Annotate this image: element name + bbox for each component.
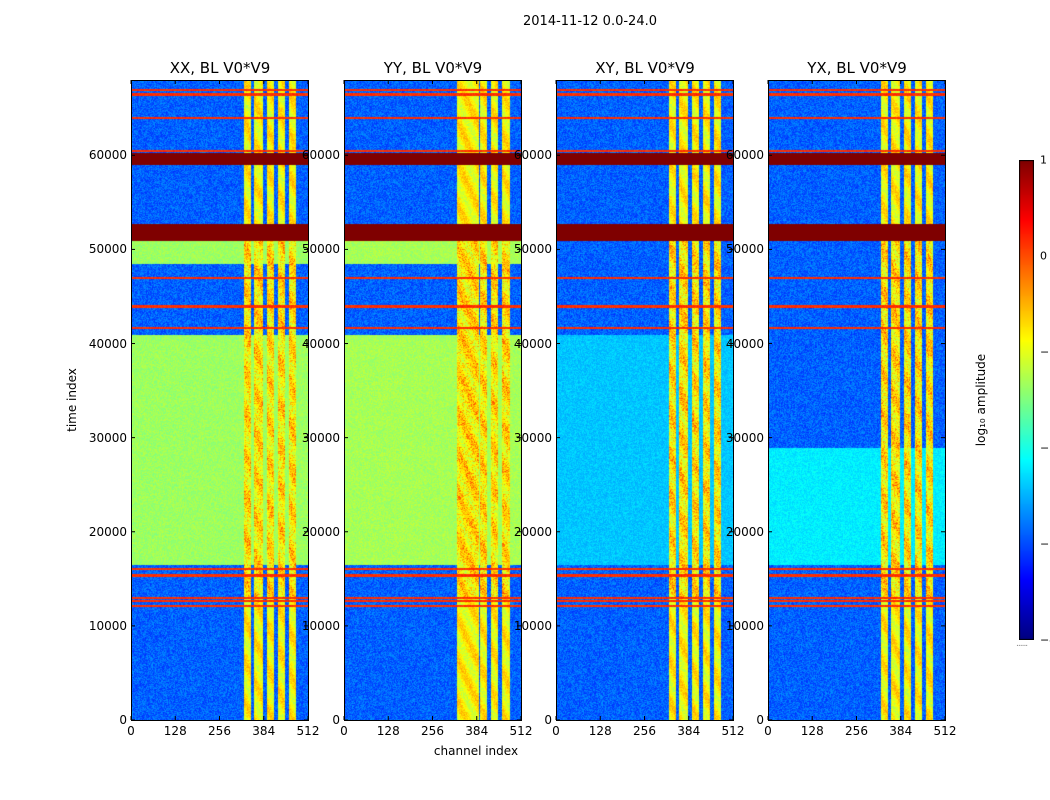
x-tick-label: 128 xyxy=(163,724,187,738)
y-tick-label: 40000 xyxy=(301,336,340,351)
y-tick-label: 10000 xyxy=(725,618,764,633)
y-tick-label: 40000 xyxy=(88,336,127,351)
colorbar-label: log₁₀ amplitude xyxy=(974,353,988,447)
y-tick-label: 20000 xyxy=(301,524,340,539)
y-tick-label: 20000 xyxy=(88,524,127,539)
y-tick-label: 20000 xyxy=(513,524,552,539)
y-tick-label: 0 xyxy=(756,713,764,727)
x-tick-label: 512 xyxy=(509,724,533,738)
y-tick-label: 10000 xyxy=(88,618,127,633)
colorbar-tick-label: 0 xyxy=(1040,249,1047,263)
x-tick-label: 512 xyxy=(721,724,745,738)
y-tick-label: 50000 xyxy=(301,242,340,257)
x-tick-label: 0 xyxy=(552,724,560,738)
colorbar-tick-label: −3 xyxy=(1040,537,1050,551)
y-tick-label: 60000 xyxy=(513,148,552,163)
x-tick-label: 0 xyxy=(340,724,348,738)
y-tick-label: 30000 xyxy=(88,430,127,445)
panel-title-yx: YX, BL V0*V9 xyxy=(807,59,907,77)
x-tick-label: 384 xyxy=(677,724,701,738)
y-tick-label: 40000 xyxy=(725,336,764,351)
panel-title-yy: YY, BL V0*V9 xyxy=(383,59,483,77)
panel-title-xx: XX, BL V0*V9 xyxy=(169,59,271,77)
y-tick-label: 40000 xyxy=(513,336,552,351)
y-tick-label: 60000 xyxy=(301,148,340,163)
y-tick-label: 30000 xyxy=(301,430,340,445)
y-tick-label: 30000 xyxy=(725,430,764,445)
panel-title-xy: XY, BL V0*V9 xyxy=(595,59,695,77)
colorbar-footnote: ...... xyxy=(1016,639,1028,649)
heatmap-yx xyxy=(768,80,945,720)
y-tick-label: 0 xyxy=(119,713,127,727)
x-axis-label: channel index xyxy=(433,744,519,758)
x-tick-label: 384 xyxy=(889,724,913,738)
y-tick-label: 0 xyxy=(332,713,340,727)
y-tick-label: 50000 xyxy=(725,242,764,257)
x-tick-label: 256 xyxy=(421,724,444,738)
x-tick-label: 384 xyxy=(252,724,276,738)
x-tick-label: 128 xyxy=(800,724,824,738)
y-tick-label: 50000 xyxy=(88,242,127,257)
colorbar xyxy=(1019,160,1034,640)
x-tick-label: 0 xyxy=(127,724,135,738)
y-tick-label: 60000 xyxy=(88,148,127,163)
y-tick-label: 0 xyxy=(544,713,552,727)
x-tick-label: 512 xyxy=(933,724,957,738)
colorbar-tick-label: −1 xyxy=(1040,345,1050,359)
colorbar-tick-label: −4 xyxy=(1040,633,1050,647)
x-tick-label: 256 xyxy=(208,724,231,738)
figure-title: 2014-11-12 0.0-24.0 xyxy=(523,14,657,29)
y-tick-label: 60000 xyxy=(725,148,764,163)
x-tick-label: 384 xyxy=(465,724,489,738)
y-tick-label: 50000 xyxy=(513,242,552,257)
y-tick-label: 30000 xyxy=(513,430,552,445)
colorbar-tick-label: −2 xyxy=(1040,441,1050,455)
y-tick-label: 10000 xyxy=(301,618,340,633)
x-tick-label: 0 xyxy=(764,724,772,738)
x-tick-label: 256 xyxy=(845,724,868,738)
x-tick-label: 512 xyxy=(296,724,320,738)
y-axis-label: time index xyxy=(65,368,79,432)
x-tick-label: 128 xyxy=(588,724,612,738)
colorbar-tick-label: 1 xyxy=(1040,153,1047,167)
x-tick-label: 128 xyxy=(376,724,400,738)
y-tick-label: 20000 xyxy=(725,524,764,539)
x-tick-label: 256 xyxy=(633,724,656,738)
y-tick-label: 10000 xyxy=(513,618,552,633)
